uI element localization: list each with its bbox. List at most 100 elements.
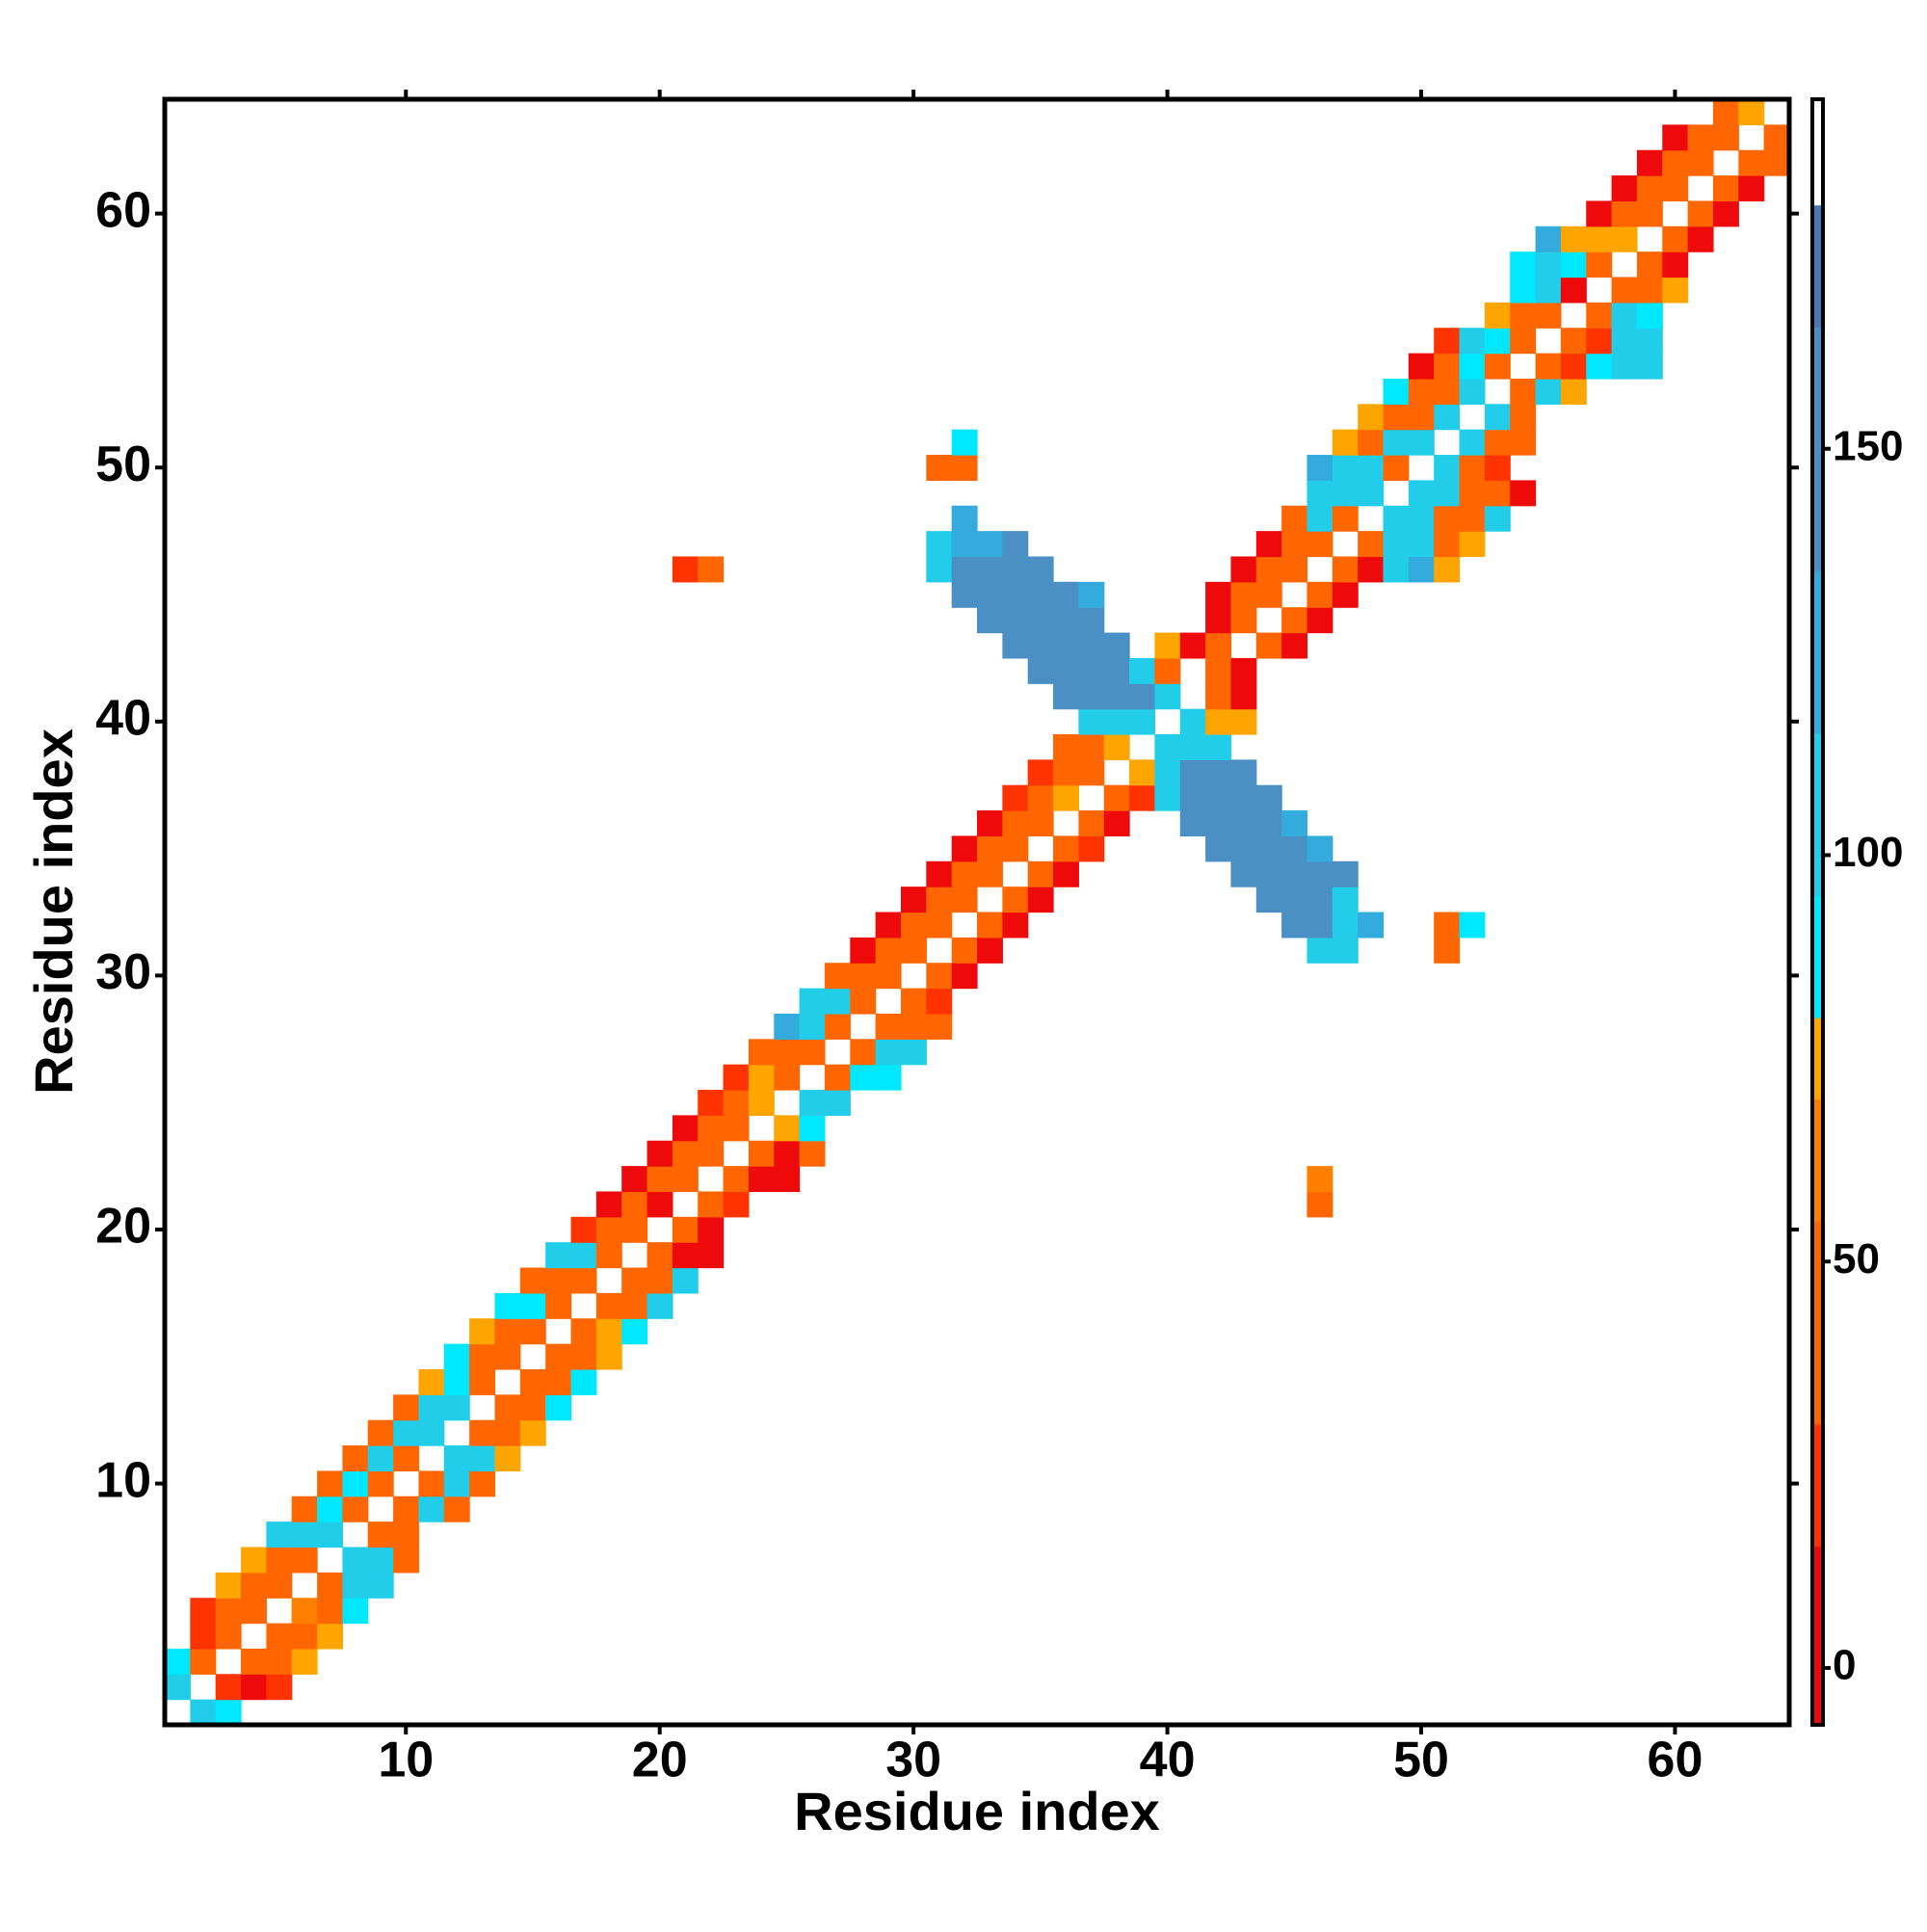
- heatmap-cell: [1255, 835, 1282, 862]
- heatmap-cell: [621, 1216, 648, 1243]
- heatmap-cell: [698, 1191, 725, 1218]
- heatmap-cell: [342, 1495, 369, 1522]
- heatmap-cell: [1332, 912, 1359, 939]
- heatmap-cell: [1053, 632, 1079, 659]
- y-tick-label: 30: [95, 944, 151, 1000]
- heatmap-cell: [621, 1166, 648, 1193]
- heatmap-cell: [1738, 149, 1765, 176]
- heatmap-cell: [621, 1318, 648, 1345]
- y-tick-label: 10: [95, 1452, 151, 1508]
- heatmap-cell: [1662, 124, 1689, 151]
- x-tick-label: 30: [885, 1733, 941, 1788]
- heatmap-cell: [1002, 632, 1029, 659]
- heatmap-cell: [266, 1522, 293, 1548]
- heatmap-cell: [1383, 378, 1410, 405]
- heatmap-cell: [748, 1064, 775, 1091]
- heatmap-cell: [1586, 251, 1613, 278]
- heatmap-cell: [1510, 378, 1537, 405]
- heatmap-cell: [1459, 505, 1486, 532]
- heatmap-cell: [1434, 378, 1461, 405]
- heatmap-cell: [1611, 175, 1638, 202]
- heatmap-cell: [799, 1013, 826, 1040]
- heatmap-cell: [748, 1090, 775, 1116]
- heatmap-cell: [926, 556, 953, 583]
- heatmap-cell: [1002, 835, 1029, 862]
- heatmap-cell: [1434, 353, 1461, 380]
- heatmap-cell: [723, 1115, 750, 1142]
- heatmap-cell: [1281, 607, 1308, 634]
- heatmap-cell: [1307, 1191, 1333, 1218]
- heatmap-cell: [1002, 912, 1029, 939]
- heatmap-cell: [1586, 200, 1613, 227]
- heatmap-cell: [1027, 759, 1054, 786]
- colorbar-segment: [1812, 1221, 1823, 1425]
- heatmap-cell: [1002, 784, 1029, 811]
- heatmap-cell: [1281, 887, 1308, 913]
- heatmap-cell: [1560, 378, 1587, 405]
- heatmap-cell: [1383, 429, 1410, 456]
- heatmap-cell: [1154, 683, 1181, 710]
- heatmap-cell: [1636, 149, 1663, 176]
- heatmap-cell: [1408, 353, 1435, 380]
- heatmap-cell: [774, 1115, 801, 1142]
- heatmap-cell: [1230, 759, 1257, 786]
- heatmap-cell: [698, 1140, 725, 1167]
- heatmap-cell: [1611, 328, 1638, 355]
- heatmap-cell: [1307, 455, 1333, 481]
- heatmap-cell: [1078, 708, 1105, 735]
- colorbar-segment: [1812, 204, 1823, 328]
- heatmap-cell: [1434, 505, 1461, 532]
- colorbar-segment: [1812, 1018, 1823, 1100]
- heatmap-cell: [1484, 404, 1511, 431]
- heatmap-cell: [1255, 632, 1282, 659]
- heatmap-cell: [393, 1394, 420, 1421]
- heatmap-cell: [926, 912, 953, 939]
- heatmap-cell: [1636, 251, 1663, 278]
- heatmap-cell: [1636, 353, 1663, 380]
- heatmap-cell: [1332, 455, 1359, 481]
- heatmap-cell: [799, 1140, 826, 1167]
- heatmap-cell: [1358, 556, 1385, 583]
- heatmap-cell: [1510, 480, 1537, 507]
- heatmap-cell: [1255, 887, 1282, 913]
- heatmap-cell: [1662, 175, 1689, 202]
- heatmap-cell: [1408, 531, 1435, 558]
- heatmap-cell: [317, 1598, 344, 1625]
- heatmap-cell: [1332, 937, 1359, 964]
- heatmap-cell: [1129, 759, 1156, 786]
- heatmap-cell: [1408, 404, 1435, 431]
- heatmap-cell: [1205, 810, 1232, 837]
- heatmap-cell: [1332, 581, 1359, 608]
- heatmap-cell: [1053, 683, 1079, 710]
- heatmap-cell: [1205, 759, 1232, 786]
- heatmap-cell: [723, 1191, 750, 1218]
- heatmap-cell: [291, 1495, 318, 1522]
- heatmap-cell: [900, 1039, 927, 1066]
- heatmap-cell: [1103, 784, 1130, 811]
- heatmap-cell: [1662, 149, 1689, 176]
- heatmap-cell: [1687, 200, 1714, 227]
- heatmap-cell: [1763, 149, 1790, 176]
- heatmap-cell: [545, 1368, 572, 1395]
- heatmap-cell: [570, 1267, 597, 1294]
- colorbar-segment: [1812, 327, 1823, 571]
- heatmap-cell: [1408, 505, 1435, 532]
- colorbar-segment: [1812, 570, 1823, 734]
- heatmap-cell: [824, 963, 851, 990]
- heatmap-cell: [1078, 607, 1105, 634]
- heatmap-cell: [443, 1470, 470, 1497]
- heatmap-cell: [165, 1674, 191, 1701]
- heatmap-cell: [672, 1166, 699, 1193]
- heatmap-cell: [215, 1623, 242, 1650]
- heatmap-cell: [241, 1547, 267, 1574]
- heatmap-cell: [850, 963, 877, 990]
- heatmap-cell: [595, 1318, 622, 1345]
- heatmap-cell: [317, 1572, 344, 1599]
- heatmap-cell: [926, 963, 953, 990]
- heatmap-cell: [647, 1242, 673, 1269]
- heatmap-cell: [1434, 455, 1461, 481]
- heatmap-cell: [367, 1522, 394, 1548]
- heatmap-cell: [1053, 657, 1079, 684]
- heatmap-cell: [1307, 835, 1333, 862]
- heatmap-cell: [977, 607, 1003, 634]
